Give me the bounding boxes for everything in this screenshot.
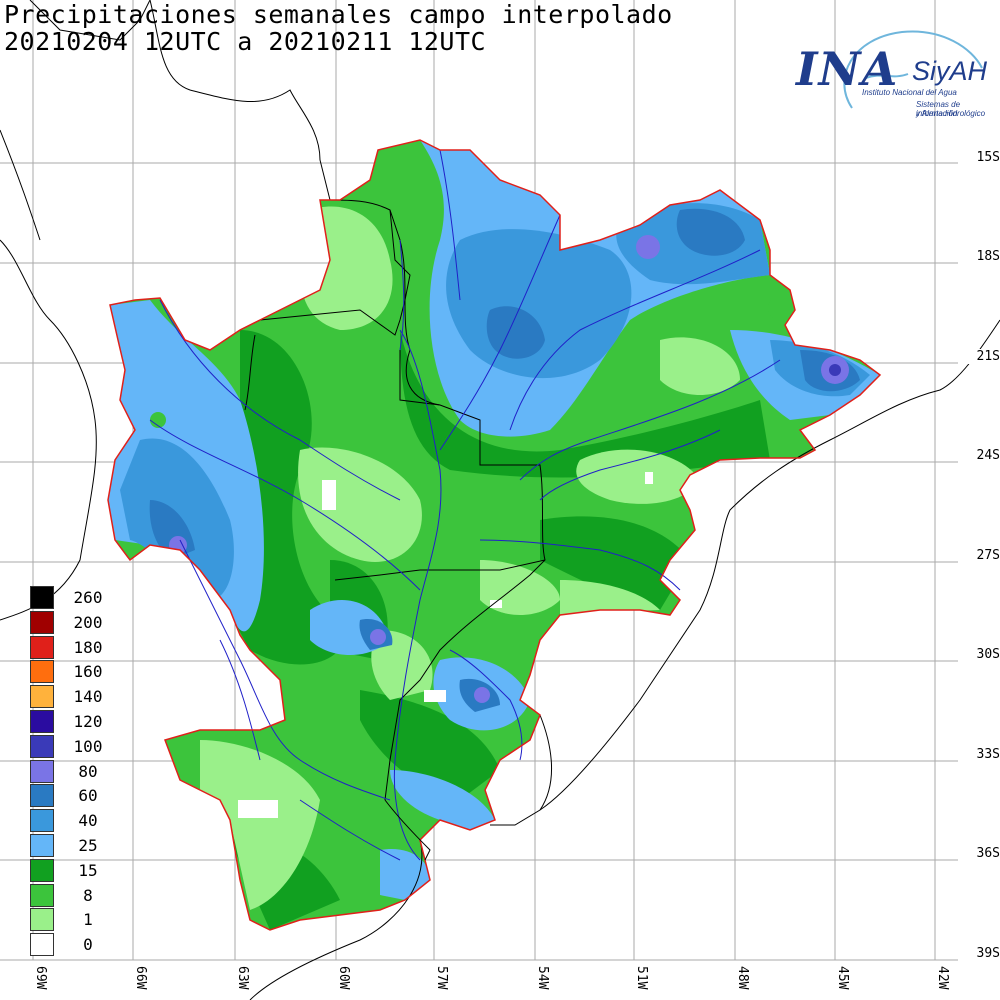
legend-item: 0 — [30, 933, 110, 957]
lat-label: 18S — [958, 249, 1000, 264]
rivers — [149, 149, 781, 861]
legend-value: 8 — [83, 885, 93, 905]
lon-label: 48W — [735, 966, 750, 990]
logo-subtitle: y Alerta Hidrológico — [916, 109, 986, 118]
lon-label: 45W — [835, 966, 850, 990]
lat-label: 24S — [958, 448, 1000, 463]
legend-value: 40 — [78, 811, 98, 831]
legend-item: 40 — [30, 809, 110, 833]
logo-arc-icon — [843, 30, 983, 109]
legend-item: 25 — [30, 834, 110, 858]
lon-label: 60W — [336, 966, 351, 990]
lon-label: 54W — [535, 966, 550, 990]
lat-label: 27S — [958, 548, 1000, 563]
legend-value: 15 — [78, 860, 98, 880]
legend-item: 180 — [30, 635, 110, 660]
lat-label: 30S — [958, 647, 1000, 662]
legend-swatch — [30, 759, 54, 783]
logo-subtitle: Instituto Nacional del Agua — [862, 88, 957, 97]
lon-label: 57W — [434, 966, 449, 990]
lat-label: 33S — [958, 747, 1000, 762]
lat-label: 21S — [958, 349, 1000, 364]
legend-value: 80 — [78, 761, 98, 781]
legend-swatch — [30, 834, 54, 857]
legend-value: 160 — [73, 662, 103, 682]
legend-value: 180 — [73, 637, 103, 657]
legend-item: 140 — [30, 685, 110, 709]
legend-value: 260 — [73, 588, 103, 607]
lon-label: 66W — [133, 966, 148, 990]
legend-swatch — [30, 660, 54, 684]
logo-secondary-text: SiyAH — [912, 56, 988, 86]
logo-main-text: INA — [796, 42, 899, 96]
lat-label: 15S — [958, 150, 1000, 165]
legend-value: 25 — [78, 836, 98, 855]
legend-value: 140 — [73, 687, 103, 707]
legend-value: 1 — [83, 910, 93, 930]
map-title: Precipitaciones semanales campo interpol… — [4, 0, 673, 29]
legend-item: 80 — [30, 759, 110, 784]
legend-swatch — [30, 809, 54, 833]
legend-item: 60 — [30, 784, 110, 808]
legend-swatch — [30, 883, 54, 907]
legend-value: 100 — [73, 736, 103, 756]
legend-swatch — [30, 933, 54, 957]
legend-swatch — [30, 610, 54, 634]
legend-item: 120 — [30, 710, 110, 734]
ina-siyah-logo: INA SiyAH Instituto Nacional del Agua Si… — [792, 28, 1000, 133]
lat-label: 36S — [958, 846, 1000, 861]
legend-swatch — [30, 635, 54, 659]
map-period: 20210204 12UTC a 20210211 12UTC — [4, 27, 487, 56]
logo-subtitle: Sistemas de información — [916, 100, 961, 118]
lon-label: 51W — [634, 966, 649, 990]
lon-label: 69W — [33, 966, 48, 990]
legend-swatch — [30, 586, 54, 609]
legend-value: 0 — [83, 935, 93, 955]
legend-value: 120 — [73, 712, 103, 731]
legend-swatch — [30, 908, 54, 932]
legend-item: 15 — [30, 858, 110, 883]
legend-item: 8 — [30, 883, 110, 908]
legend-item: 100 — [30, 734, 110, 759]
lat-label: 39S — [958, 946, 1000, 961]
legend-swatch — [30, 784, 54, 808]
legend-item: 260 — [30, 586, 110, 610]
legend-item: 1 — [30, 908, 110, 932]
legend-swatch — [30, 858, 54, 882]
legend-swatch — [30, 710, 54, 733]
legend-item: 160 — [30, 660, 110, 684]
legend-value: 60 — [78, 786, 98, 806]
legend-value: 200 — [73, 612, 103, 632]
legend-item: 200 — [30, 610, 110, 635]
lon-label: 42W — [935, 966, 950, 990]
legend-swatch — [30, 734, 54, 758]
legend-swatch — [30, 685, 54, 709]
lon-label: 63W — [235, 966, 250, 990]
